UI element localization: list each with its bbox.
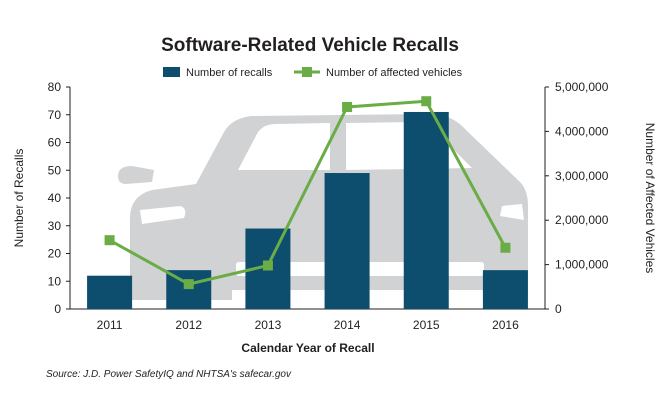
x-axis-ticks: 2011 2012 2013 2014 2015 2016	[97, 318, 519, 332]
legend-label-vehicles: Number of affected vehicles	[326, 67, 463, 79]
vehicles-point-2011	[104, 235, 115, 246]
bar-2014	[324, 173, 370, 309]
y-tick-label: 50	[48, 163, 62, 177]
y-axis-title: Number of Recalls	[12, 149, 26, 248]
y2-tick-label: 0	[555, 302, 562, 316]
y2-tick-label: 4,000,000	[555, 124, 609, 138]
vehicles-point-2014	[342, 101, 353, 112]
chart-title: Software-Related Vehicle Recalls	[161, 35, 459, 56]
y-axis-ticks: 0 10 20 30 40 50 60 70 80	[48, 80, 70, 316]
x-axis-title: Calendar Year of Recall	[241, 341, 374, 355]
legend-swatch-recalls	[163, 67, 180, 77]
y-tick-label: 0	[54, 302, 61, 316]
x-tick-label: 2015	[413, 318, 440, 332]
vehicles-point-2015	[421, 96, 432, 107]
y2-tick-label: 2,000,000	[555, 213, 609, 227]
vehicles-line	[108, 99, 507, 286]
vehicles-point-2016	[500, 242, 511, 253]
x-tick-label: 2014	[334, 318, 361, 332]
y-tick-label: 30	[48, 219, 62, 233]
y-tick-label: 40	[48, 191, 62, 205]
x-tick-label: 2011	[97, 318, 123, 332]
line-series	[104, 96, 511, 290]
legend: Number of recalls Number of affected veh…	[163, 67, 463, 79]
x-tick-label: 2013	[255, 318, 282, 332]
y2-tick-label: 3,000,000	[555, 169, 609, 183]
bar-2011	[87, 275, 133, 309]
y2-axis-ticks: 0 1,000,000 2,000,000 3,000,000 4,000,000 5,0…	[545, 80, 609, 316]
vehicles-point-2012	[183, 279, 194, 290]
vehicles-point-2013	[262, 260, 273, 271]
bar-2015	[403, 111, 449, 309]
y2-axis-title: Number of Affected Vehicles	[643, 123, 657, 274]
legend-marker-vehicles	[302, 67, 312, 77]
y-tick-label: 80	[48, 80, 62, 94]
x-tick-label: 2016	[492, 318, 519, 332]
y-tick-label: 70	[48, 108, 62, 122]
x-tick-label: 2012	[175, 318, 202, 332]
y-tick-label: 10	[48, 274, 62, 288]
legend-label-recalls: Number of recalls	[186, 67, 273, 79]
bar-2016	[482, 270, 528, 309]
y-tick-label: 60	[48, 136, 62, 150]
y2-tick-label: 1,000,000	[555, 258, 609, 272]
bar-series	[87, 111, 528, 309]
y2-tick-label: 5,000,000	[555, 80, 609, 94]
y-tick-label: 20	[48, 247, 62, 261]
source-note: Source: J.D. Power SafetyIQ and NHTSA's …	[46, 369, 291, 380]
